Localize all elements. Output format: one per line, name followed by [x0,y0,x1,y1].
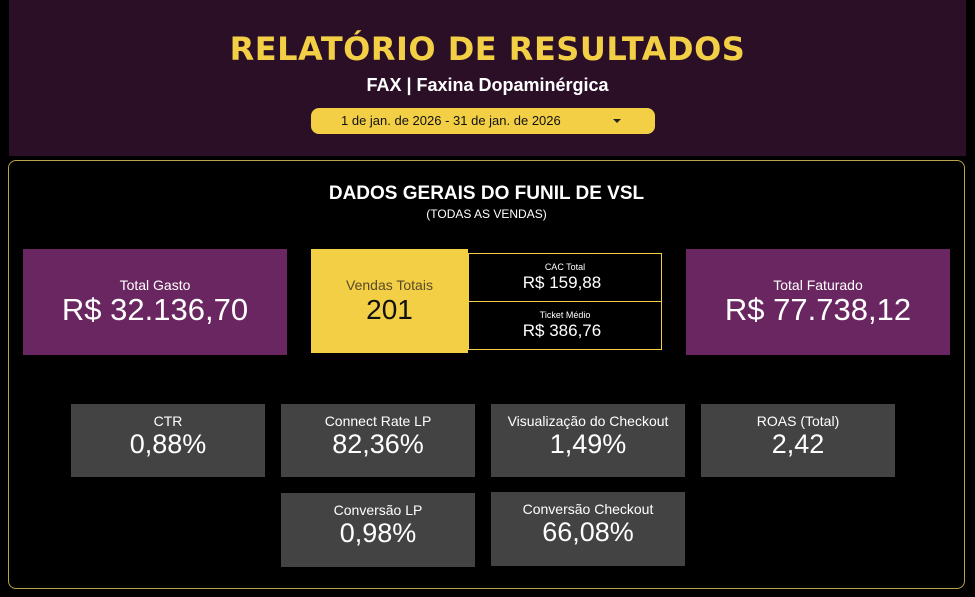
cac-total-label: CAC Total [544,262,586,272]
roas-total-label: ROAS (Total) [756,413,840,429]
conversao-checkout-card: Conversão Checkout 66,08% [491,492,685,566]
report-header: RELATÓRIO DE RESULTADOS FAX | Faxina Dop… [9,0,966,156]
report-title: RELATÓRIO DE RESULTADOS [229,30,746,68]
visualizacao-checkout-card: Visualização do Checkout 1,49% [491,404,685,477]
ticket-medio-label: Ticket Médio [539,310,591,320]
roas-total-value: 2,42 [771,429,825,459]
cac-total-value: R$ 159,88 [522,273,602,292]
cac-total-card: CAC Total R$ 159,88 [468,253,662,302]
vendas-totais-card: Vendas Totais 201 [311,249,468,353]
ticket-medio-value: R$ 386,76 [522,321,602,340]
chevron-down-icon [613,119,621,123]
ctr-label: CTR [153,413,183,429]
conversao-checkout-value: 66,08% [542,517,634,547]
panel-title: DADOS GERAIS DO FUNIL DE VSL [328,183,645,204]
panel-subtitle: (TODAS AS VENDAS) [426,207,547,221]
total-gasto-value: R$ 32.136,70 [61,292,249,327]
total-gasto-card: Total Gasto R$ 32.136,70 [23,249,287,355]
total-faturado-value: R$ 77.738,12 [724,292,912,327]
ctr-value: 0,88% [129,429,207,459]
vendas-totais-label: Vendas Totais [346,277,433,293]
ticket-medio-card: Ticket Médio R$ 386,76 [468,301,662,350]
conversao-lp-label: Conversão LP [333,502,423,518]
total-faturado-label: Total Faturado [773,277,863,293]
vendas-totais-value: 201 [366,294,413,325]
date-range-picker[interactable]: 1 de jan. de 2026 - 31 de jan. de 2026 [311,108,655,134]
funnel-panel: DADOS GERAIS DO FUNIL DE VSL (TODAS AS V… [8,160,965,589]
report-subtitle: FAX | Faxina Dopaminérgica [366,75,609,95]
visualizacao-checkout-value: 1,49% [549,429,627,459]
conversao-lp-card: Conversão LP 0,98% [281,493,475,567]
total-faturado-card: Total Faturado R$ 77.738,12 [686,249,950,355]
date-range-text: 1 de jan. de 2026 - 31 de jan. de 2026 [341,113,561,128]
conversao-lp-value: 0,98% [339,518,417,548]
roas-total-card: ROAS (Total) 2,42 [701,404,895,477]
connect-rate-lp-value: 82,36% [332,429,424,459]
connect-rate-lp-card: Connect Rate LP 82,36% [281,404,475,477]
visualizacao-checkout-label: Visualização do Checkout [507,413,669,429]
connect-rate-lp-label: Connect Rate LP [324,413,432,429]
total-gasto-label: Total Gasto [119,277,191,293]
ctr-card: CTR 0,88% [71,404,265,477]
conversao-checkout-label: Conversão Checkout [522,501,654,517]
